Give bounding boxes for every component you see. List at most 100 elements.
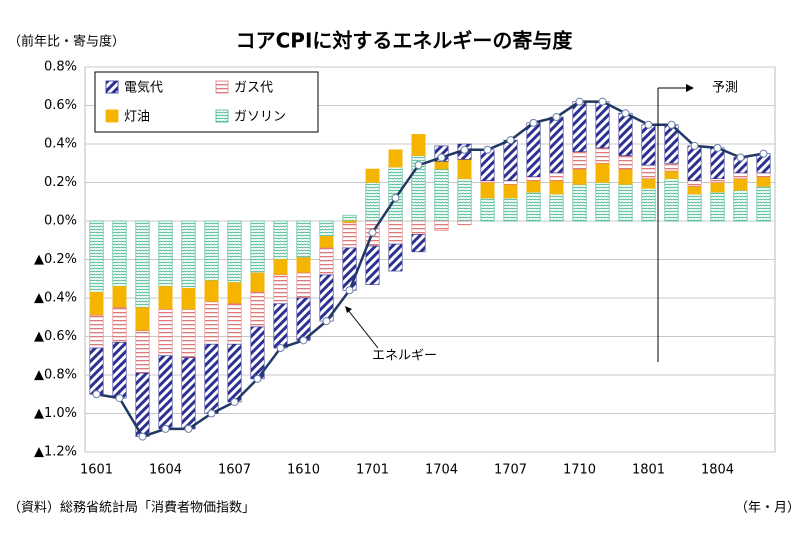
line-marker (690, 141, 699, 150)
subtitle: （前年比・寄与度） (8, 34, 125, 50)
line-marker (598, 97, 607, 106)
bar (112, 220, 127, 287)
bar (342, 214, 357, 222)
y-tick-label: 0.8% (44, 60, 77, 75)
bar (641, 164, 656, 179)
line-marker (667, 120, 676, 129)
bar (227, 303, 242, 345)
annotation: 予測 (712, 81, 738, 96)
line-marker (161, 424, 170, 433)
bar (296, 297, 311, 341)
bar (434, 220, 449, 231)
y-tick-label: ▲0.2% (34, 252, 77, 267)
line-marker (529, 118, 538, 127)
line-marker (207, 409, 216, 418)
bar (365, 182, 380, 222)
bar (158, 220, 173, 287)
line-marker (253, 374, 262, 383)
bar (250, 272, 265, 293)
bar (296, 220, 311, 258)
bar (411, 234, 426, 253)
bar (181, 288, 196, 310)
line-marker (299, 336, 308, 345)
bar (273, 274, 288, 305)
bar (135, 330, 150, 374)
bar (181, 220, 196, 289)
x-tick-label: 1610 (287, 463, 320, 478)
y-tick-label: 0.6% (44, 98, 77, 113)
line-marker (483, 145, 492, 154)
bar (457, 178, 472, 222)
bar (296, 257, 311, 274)
bar (365, 245, 380, 285)
line-marker (460, 145, 469, 154)
x-tick-label: 1701 (356, 463, 389, 478)
bar (480, 197, 495, 222)
bar (112, 286, 127, 308)
bar (89, 315, 104, 349)
bar (756, 176, 771, 187)
line-marker (437, 153, 446, 162)
x-tick-label: 1804 (701, 463, 734, 478)
bar (365, 168, 380, 183)
chart-title: コアCPIに対するエネルギーの寄与度 (236, 29, 574, 53)
y-tick-label: 0.0% (44, 214, 77, 229)
line-marker (368, 228, 377, 237)
bar (595, 162, 610, 183)
bar (710, 178, 725, 183)
bar (733, 189, 748, 222)
legend-label: 電気代 (124, 80, 163, 96)
y-tick-label: ▲1.0% (34, 406, 77, 421)
line-marker (92, 390, 101, 399)
bar (572, 101, 587, 153)
bar (250, 220, 265, 274)
bar (595, 147, 610, 164)
bar (227, 220, 242, 283)
bar (480, 149, 495, 181)
bar (112, 341, 127, 399)
bar (135, 220, 150, 308)
bar (411, 134, 426, 156)
bar (158, 355, 173, 430)
bar (687, 186, 702, 195)
bar (595, 101, 610, 149)
bar (411, 220, 426, 235)
bar (572, 184, 587, 222)
bar (342, 222, 357, 249)
bar (204, 301, 219, 345)
bar (710, 191, 725, 222)
y-tick-label: ▲0.6% (34, 329, 77, 344)
annotation-arrowhead (345, 306, 352, 313)
line-marker (644, 120, 653, 129)
legend-swatch (105, 109, 119, 123)
bar (526, 122, 541, 178)
line-marker (506, 136, 515, 145)
bar (388, 243, 403, 272)
x-tick-label: 1710 (563, 463, 596, 478)
y-tick-label: ▲0.4% (34, 291, 77, 306)
legend-label: ガス代 (234, 81, 273, 96)
annotation: エネルギー (372, 349, 437, 364)
annotation-arrow (347, 309, 379, 349)
y-tick-label: ▲1.2% (34, 445, 77, 460)
bar (549, 116, 564, 174)
bar (227, 282, 242, 305)
x-tick-label: 1607 (218, 463, 251, 478)
line-marker (276, 344, 285, 353)
bar (89, 220, 104, 293)
bar (181, 309, 196, 358)
line-marker (552, 113, 561, 122)
bar (710, 182, 725, 193)
source: （資料）総務省統計局「消費者物価指数」 (8, 500, 255, 516)
bar (618, 155, 633, 170)
x-tick-label: 1604 (149, 463, 182, 478)
bar (572, 151, 587, 170)
bar (388, 220, 403, 245)
bar (434, 168, 449, 222)
bar (319, 236, 334, 249)
line-marker (115, 394, 124, 403)
bar (227, 343, 242, 403)
bar (595, 182, 610, 222)
bar (342, 247, 357, 291)
